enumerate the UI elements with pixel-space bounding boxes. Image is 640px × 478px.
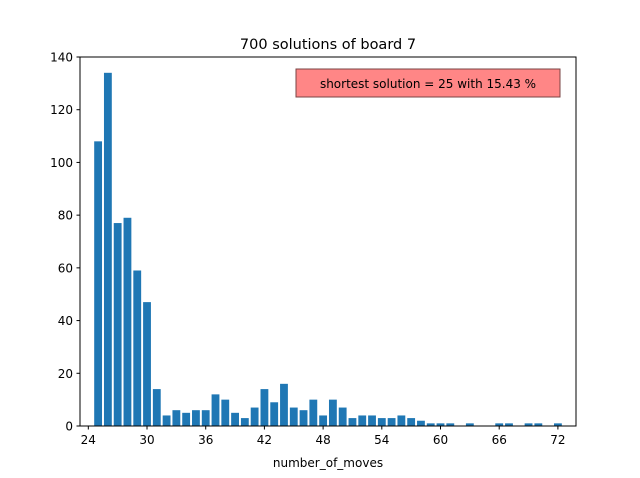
bar-51 <box>348 418 357 426</box>
bar-66 <box>495 423 504 426</box>
annotation-box: shortest solution = 25 with 15.43 % <box>295 68 561 98</box>
y-tick-label: 40 <box>58 314 73 328</box>
bar-37 <box>211 394 220 426</box>
bar-45 <box>289 407 298 426</box>
x-tick-label: 36 <box>198 433 213 447</box>
x-tick-label: 30 <box>139 433 154 447</box>
bar-29 <box>133 270 142 426</box>
bar-44 <box>280 383 288 426</box>
bar-54 <box>377 418 386 426</box>
bar-47 <box>309 399 318 426</box>
bar-63 <box>465 423 474 426</box>
bar-30 <box>143 302 151 426</box>
x-tick-label: 72 <box>550 433 565 447</box>
bar-60 <box>436 423 445 426</box>
y-tick-label: 80 <box>58 209 73 223</box>
bar-48 <box>319 415 328 426</box>
bars <box>94 72 562 426</box>
bar-49 <box>328 399 337 426</box>
bar-50 <box>338 407 347 426</box>
y-tick-label: 120 <box>50 103 73 117</box>
bar-38 <box>221 399 230 426</box>
bar-59 <box>426 423 435 426</box>
bar-61 <box>446 423 455 426</box>
x-tick-label: 48 <box>315 433 330 447</box>
bar-32 <box>162 415 171 426</box>
bar-56 <box>397 415 406 426</box>
x-tick-label: 54 <box>374 433 389 447</box>
bar-34 <box>182 412 191 426</box>
bar-70 <box>534 423 543 426</box>
annotation-background <box>295 68 561 98</box>
y-tick-label: 140 <box>50 51 73 65</box>
x-tick-label: 60 <box>433 433 448 447</box>
plot-frame <box>79 56 577 427</box>
bar-55 <box>387 418 396 426</box>
bar-46 <box>299 410 308 426</box>
bar-25 <box>94 141 103 426</box>
x-tick-label: 66 <box>492 433 507 447</box>
bar-58 <box>417 420 425 426</box>
y-tick-label: 0 <box>65 420 73 434</box>
bar-52 <box>358 415 367 426</box>
bar-31 <box>152 389 161 426</box>
x-tick-label: 24 <box>81 433 96 447</box>
bar-27 <box>113 223 122 426</box>
bar-33 <box>172 410 181 426</box>
bar-53 <box>368 415 376 426</box>
bar-57 <box>407 418 416 426</box>
bar-69 <box>524 423 533 426</box>
bar-40 <box>240 418 249 426</box>
bar-35 <box>192 410 200 426</box>
chart-title: 700 solutions of board 7 <box>240 37 416 53</box>
bar-36 <box>201 410 210 426</box>
bar-42 <box>260 389 269 426</box>
bar-43 <box>270 402 279 426</box>
y-tick-label: 100 <box>50 156 73 170</box>
y-tick-label: 20 <box>58 367 73 381</box>
y-axis: 0 20 40 60 80 100 120 140 <box>50 51 80 434</box>
x-tick-label: 42 <box>257 433 272 447</box>
x-axis-label: number_of_moves <box>273 456 383 470</box>
bar-39 <box>231 412 239 426</box>
bar-72 <box>553 423 562 426</box>
bar-28 <box>123 217 132 426</box>
bar-26 <box>103 72 112 426</box>
y-tick-label: 60 <box>58 261 73 275</box>
x-axis: 24 30 36 42 48 54 60 66 72 <box>81 426 566 447</box>
bar-67 <box>505 423 513 426</box>
bar-41 <box>250 407 259 426</box>
annotation-text: shortest solution = 25 with 15.43 % <box>320 77 536 91</box>
